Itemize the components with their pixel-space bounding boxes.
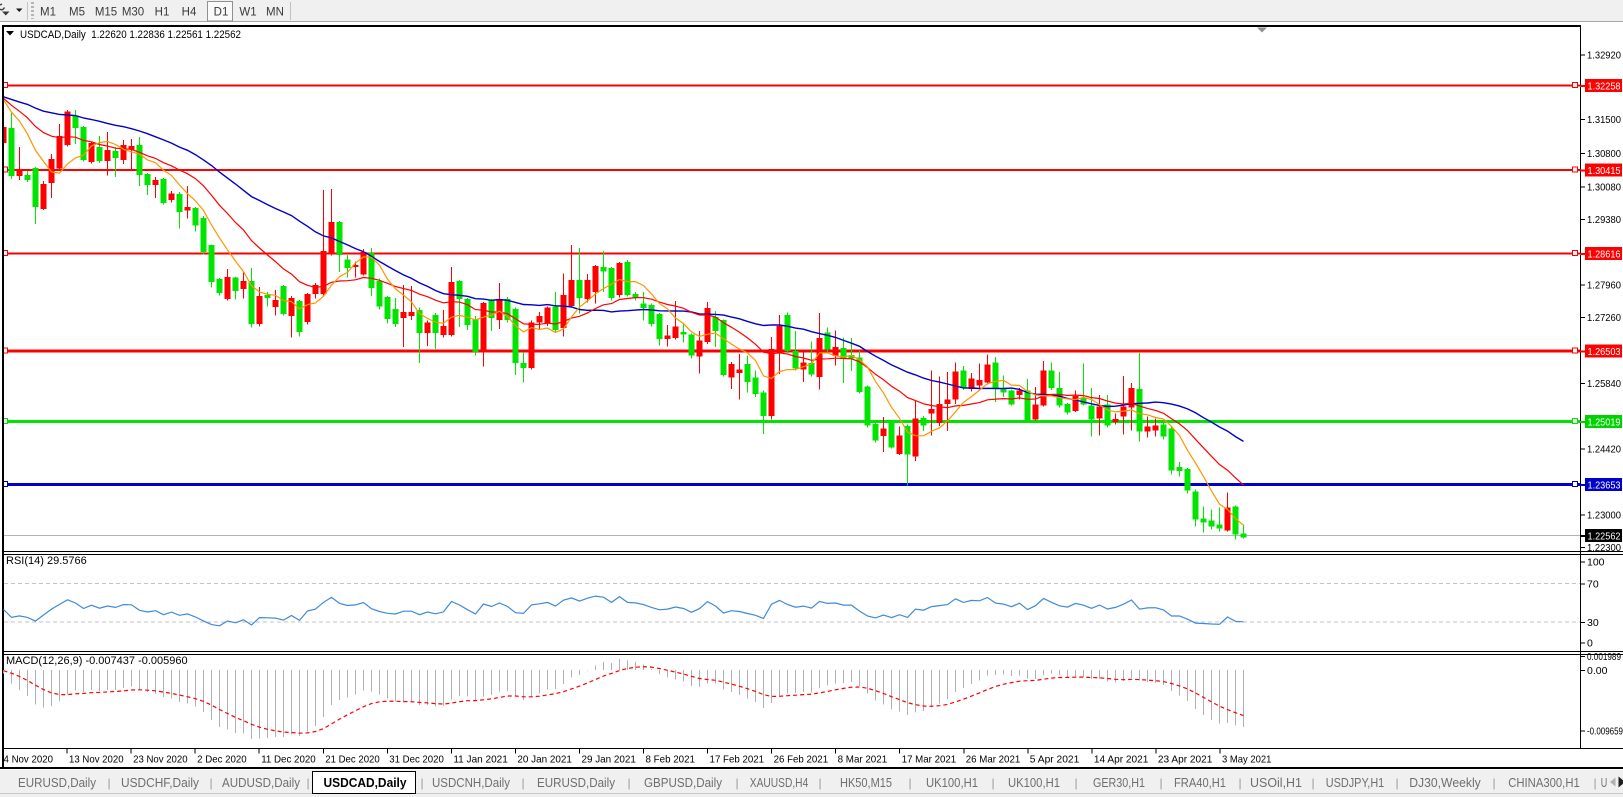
svg-text:1.28616: 1.28616 <box>1588 249 1621 261</box>
svg-text:H1: H1 <box>155 7 170 19</box>
svg-text:USDCHF,Daily: USDCHF,Daily <box>121 776 200 790</box>
svg-text:-0.009659: -0.009659 <box>1587 725 1623 737</box>
svg-text:RSI(14) 29.5766: RSI(14) 29.5766 <box>6 555 87 567</box>
svg-text:EURUSD,Daily: EURUSD,Daily <box>537 776 616 790</box>
svg-text:17 Mar 2021: 17 Mar 2021 <box>902 754 957 766</box>
svg-text:USOil,H1: USOil,H1 <box>1250 776 1302 790</box>
svg-text:1.23653: 1.23653 <box>1588 480 1621 492</box>
svg-text:23 Apr 2021: 23 Apr 2021 <box>1158 754 1213 766</box>
svg-text:W1: W1 <box>239 7 256 19</box>
svg-text:70: 70 <box>1587 579 1599 591</box>
svg-text:1.24420: 1.24420 <box>1587 444 1621 456</box>
svg-text:U: U <box>1601 776 1608 790</box>
svg-text:USDCAD,Daily 1.22620 1.22836: USDCAD,Daily 1.22620 1.22836 1.22561 1.2… <box>20 29 241 41</box>
svg-text:1.25019: 1.25019 <box>1588 417 1621 429</box>
svg-text:|: | <box>991 776 994 790</box>
svg-text:1.30800: 1.30800 <box>1587 148 1621 160</box>
svg-text:GER30,H1: GER30,H1 <box>1093 776 1145 790</box>
svg-text:1.31500: 1.31500 <box>1587 114 1621 126</box>
svg-text:1.32920: 1.32920 <box>1587 50 1621 62</box>
svg-text:UK100,H1: UK100,H1 <box>1008 776 1060 790</box>
svg-text:M5: M5 <box>69 7 85 19</box>
svg-text:XAUUSD,H4: XAUUSD,H4 <box>750 776 809 790</box>
svg-text:|: | <box>908 776 911 790</box>
svg-text:0.001989: 0.001989 <box>1587 651 1621 663</box>
svg-text:1.23000: 1.23000 <box>1587 510 1621 522</box>
svg-text:1.27260: 1.27260 <box>1587 312 1621 324</box>
svg-text:0.00: 0.00 <box>1587 665 1608 677</box>
svg-text:1.30080: 1.30080 <box>1587 181 1621 193</box>
svg-text:|: | <box>420 776 423 790</box>
svg-text:8 Mar 2021: 8 Mar 2021 <box>838 754 888 766</box>
svg-text:5 Apr 2021: 5 Apr 2021 <box>1030 754 1080 766</box>
svg-text:|: | <box>107 776 110 790</box>
svg-text:UK100,H1: UK100,H1 <box>926 776 978 790</box>
svg-text:H4: H4 <box>182 7 197 19</box>
svg-text:11 Dec 2020: 11 Dec 2020 <box>261 754 316 766</box>
svg-text:1.22300: 1.22300 <box>1587 542 1621 554</box>
svg-text:AUDUSD,Daily: AUDUSD,Daily <box>222 776 301 790</box>
svg-text:23 Nov 2020: 23 Nov 2020 <box>133 754 188 766</box>
svg-text:13 Nov 2020: 13 Nov 2020 <box>69 754 124 766</box>
svg-text:|: | <box>735 776 738 790</box>
svg-text:MACD(12,26,9) -0.007437 -0.005: MACD(12,26,9) -0.007437 -0.005960 <box>6 655 188 667</box>
svg-text:0: 0 <box>1587 638 1593 650</box>
svg-text:17 Feb 2021: 17 Feb 2021 <box>710 754 765 766</box>
svg-text:11 Jan 2021: 11 Jan 2021 <box>453 754 508 766</box>
svg-text:100: 100 <box>1587 557 1605 569</box>
svg-text:M1: M1 <box>40 7 56 19</box>
svg-text:1.22562: 1.22562 <box>1588 531 1621 543</box>
svg-text:|: | <box>521 776 524 790</box>
svg-text:USDCNH,Daily: USDCNH,Daily <box>432 776 511 790</box>
svg-text:|: | <box>627 776 630 790</box>
svg-text:M30: M30 <box>122 7 144 19</box>
svg-text:31 Dec 2020: 31 Dec 2020 <box>389 754 444 766</box>
svg-text:21 Dec 2020: 21 Dec 2020 <box>325 754 380 766</box>
svg-text:GBPUSD,Daily: GBPUSD,Daily <box>644 776 723 790</box>
svg-text:USDJPY,H1: USDJPY,H1 <box>1326 776 1385 790</box>
svg-text:|: | <box>1238 776 1241 790</box>
svg-text:USDCAD,Daily: USDCAD,Daily <box>324 776 407 790</box>
svg-text:EURUSD,Daily: EURUSD,Daily <box>18 776 97 790</box>
svg-text:1.30415: 1.30415 <box>1588 165 1621 177</box>
svg-text:1.32258: 1.32258 <box>1588 81 1621 93</box>
svg-text:30: 30 <box>1587 617 1599 629</box>
svg-text:1.29380: 1.29380 <box>1587 214 1621 226</box>
svg-text:FRA40,H1: FRA40,H1 <box>1174 776 1226 790</box>
svg-text:1.27960: 1.27960 <box>1587 280 1621 292</box>
svg-text:|: | <box>1159 776 1162 790</box>
svg-text:|: | <box>1311 776 1314 790</box>
svg-text:|: | <box>306 776 309 790</box>
svg-text:M15: M15 <box>95 7 117 19</box>
svg-text:|: | <box>1074 776 1077 790</box>
svg-text:2 Dec 2020: 2 Dec 2020 <box>197 754 247 766</box>
svg-text:|: | <box>1395 776 1398 790</box>
svg-text:MN: MN <box>266 7 284 19</box>
svg-text:1.25840: 1.25840 <box>1587 378 1621 390</box>
svg-text:29 Jan 2021: 29 Jan 2021 <box>581 754 636 766</box>
svg-text:4 Nov 2020: 4 Nov 2020 <box>4 754 54 766</box>
svg-text:20 Jan 2021: 20 Jan 2021 <box>517 754 572 766</box>
svg-text:26 Feb 2021: 26 Feb 2021 <box>774 754 829 766</box>
svg-text:CHINA300,H1: CHINA300,H1 <box>1508 776 1580 790</box>
svg-text:|: | <box>209 776 212 790</box>
svg-text:|: | <box>1593 776 1596 790</box>
svg-text:|: | <box>1492 776 1495 790</box>
svg-text:14 Apr 2021: 14 Apr 2021 <box>1094 754 1149 766</box>
svg-text:D1: D1 <box>214 7 229 19</box>
svg-text:1.26503: 1.26503 <box>1588 346 1621 358</box>
svg-text:|: | <box>818 776 821 790</box>
svg-text:HK50,M15: HK50,M15 <box>840 776 892 790</box>
svg-text:DJ30,Weekly: DJ30,Weekly <box>1409 776 1481 790</box>
svg-text:26 Mar 2021: 26 Mar 2021 <box>966 754 1021 766</box>
svg-text:8 Feb 2021: 8 Feb 2021 <box>646 754 696 766</box>
svg-text:3 May 2021: 3 May 2021 <box>1222 754 1272 766</box>
